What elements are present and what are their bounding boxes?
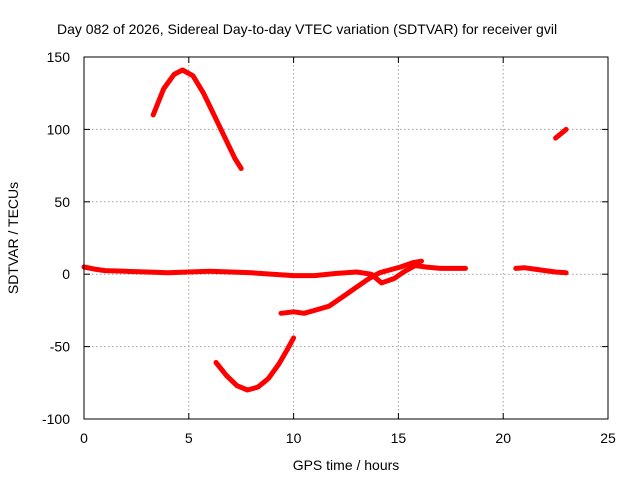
grid-lines	[84, 57, 608, 419]
y-tick-label: -100	[42, 411, 70, 427]
y-tick-label: 150	[47, 49, 71, 65]
x-axis-label: GPS time / hours	[293, 457, 400, 473]
baseline-trace	[81, 263, 468, 286]
data-traces	[81, 67, 569, 393]
x-tick-label: 5	[185, 430, 193, 446]
hump-arc	[150, 67, 244, 171]
x-tick-label: 15	[391, 430, 407, 446]
y-tick-label: -50	[50, 339, 70, 355]
chart-title: Day 082 of 2026, Sidereal Day-to-day VTE…	[57, 21, 557, 37]
x-tick-label: 20	[495, 430, 511, 446]
x-tick-label: 0	[80, 430, 88, 446]
axis-ticks	[83, 56, 609, 420]
dip-arc	[213, 335, 297, 393]
x-tick-label: 25	[600, 430, 616, 446]
y-tick-label: 50	[54, 194, 70, 210]
late-arc	[553, 126, 569, 141]
y-axis-label: SDTVAR / TECUs	[5, 182, 21, 294]
y-tick-label: 100	[47, 121, 71, 137]
x-tick-label: 10	[286, 430, 302, 446]
tick-labels: 0 5 10 15 20 25 -100 -50 0 50 100 150	[42, 49, 616, 446]
late-segment	[513, 265, 569, 276]
y-tick-label: 0	[62, 266, 70, 282]
rising-arc	[278, 258, 424, 316]
plot-frame	[83, 56, 609, 420]
